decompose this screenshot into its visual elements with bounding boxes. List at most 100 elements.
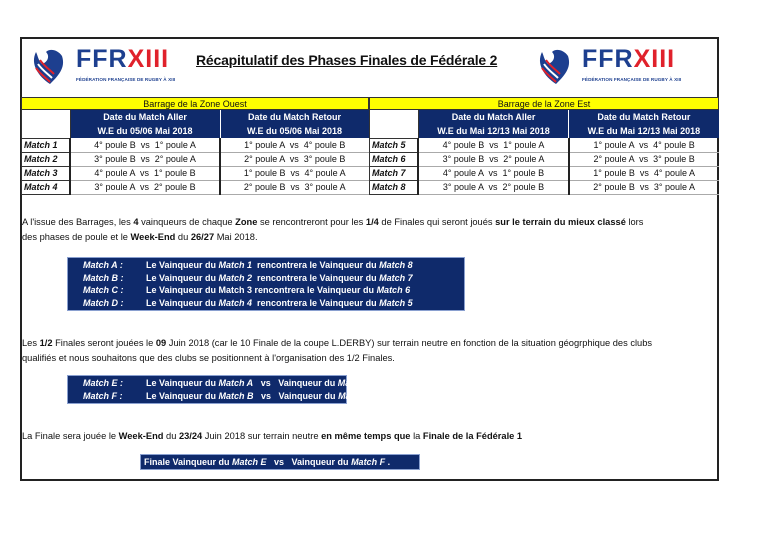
- retour-fixture: 1° poule B vs 4° poule A: [219, 166, 369, 181]
- retour-date: W.E du 05/06 Mai 2018: [219, 124, 369, 138]
- semi-finals-box: Match E : Le Vainqueur du Match A vs Vain…: [67, 375, 373, 404]
- text-segment: Match C: [338, 390, 374, 401]
- text-segment: Match E: [232, 457, 267, 467]
- text-segment: Match A: [218, 378, 254, 389]
- text-segment: 23/24: [178, 431, 203, 441]
- text-segment: Finales seront jouées le: [52, 338, 156, 348]
- pairing-key: Match E :: [83, 378, 124, 389]
- text-segment: Week-End: [118, 431, 164, 441]
- semi-finals-paragraph: Les 1/2 Finales seront jouées le 09 Juin…: [22, 336, 652, 366]
- text-segment: Match 2: [218, 272, 253, 283]
- text-segment: des phases de poule et le: [22, 232, 131, 242]
- logo-xiii: XIII: [127, 45, 170, 73]
- table-row: Match 8 3° poule A vs 2° poule B 2° poul…: [369, 179, 719, 195]
- page-frame: [20, 37, 719, 481]
- pairing-text: Le Vainqueur du Match 2 rencontrera le V…: [146, 273, 413, 283]
- text-segment: qualifiés et nous souhaitons que des clu…: [22, 353, 395, 363]
- text-segment: A l'issue des Barrages, les: [22, 217, 134, 227]
- pairing-text: Le Vainqueur du Match A vs Vainqueur du …: [146, 378, 373, 388]
- text-segment: du: [175, 232, 191, 242]
- aller-fixture: 3° poule B vs 2° poule A: [417, 152, 569, 167]
- text-segment: Match 8: [379, 260, 413, 271]
- pairing-text: Le Vainqueur du Match B vs Vainqueur du …: [146, 391, 373, 401]
- text-segment: vs Vainqueur du: [253, 378, 338, 389]
- pairing-key: Match F :: [83, 390, 123, 401]
- table-row: Match 4 3° poule A vs 2° poule B 2° poul…: [21, 179, 369, 195]
- retour-fixture: 1° poule A vs 4° poule B: [567, 138, 719, 153]
- text-segment: vs Vainqueur du: [266, 457, 352, 467]
- retour-fixture: 2° poule A vs 3° poule B: [219, 152, 369, 167]
- text-segment: Mai 2018.: [214, 232, 258, 242]
- logo-ffr: FFR: [582, 45, 634, 73]
- text-segment: vs Vainqueur du: [253, 390, 339, 401]
- text-segment: lors: [625, 217, 644, 227]
- aller-date: W.E du Mai 12/13 Mai 2018: [417, 124, 569, 138]
- text-segment: 1/4: [365, 217, 379, 227]
- zone-title: Barrage de la Zone Ouest: [21, 97, 369, 110]
- match-label: Match 8: [369, 179, 419, 195]
- text-segment: Le Vainqueur du: [146, 378, 219, 389]
- retour-fixture: 2° poule A vs 3° poule B: [567, 152, 719, 167]
- logo-subtitle: FÉDÉRATION FRANÇAISE DE RUGBY À XIII: [582, 77, 682, 82]
- retour-fixture: 1° poule A vs 4° poule B: [219, 138, 369, 153]
- retour-header: Date du Match Retour: [219, 109, 369, 124]
- match-label: Match 1: [21, 137, 71, 153]
- pairing-key: Match B :: [83, 272, 124, 283]
- final-paragraph: La Finale sera jouée le Week-End du 23/2…: [22, 429, 522, 444]
- page-title: Récapitulatif des Phases Finales de Fédé…: [196, 52, 498, 68]
- text-segment: rencontrera le Vainqueur du: [252, 260, 380, 271]
- text-segment: Match 6: [376, 285, 411, 296]
- final-box: Finale Vainqueur du Match E vs Vainqueur…: [140, 454, 420, 470]
- text-segment: La Finale sera jouée le: [22, 431, 119, 441]
- text-segment: de Finales qui seront joués: [378, 217, 496, 227]
- text-segment: 1/2: [39, 338, 53, 348]
- aller-fixture: 4° poule A vs 1° poule B: [69, 166, 220, 181]
- pairing-key: Match A :: [83, 260, 123, 271]
- text-segment: Match 7: [379, 272, 413, 283]
- table-row: Match 6 3° poule B vs 2° poule A 2° poul…: [369, 151, 719, 167]
- zone-ouest-table: Barrage de la Zone Ouest Date du Match A…: [21, 97, 369, 195]
- text-segment: en même temps que: [321, 431, 411, 441]
- text-segment: Match F: [351, 457, 386, 467]
- blank-header: [21, 109, 71, 139]
- text-segment: Week-End: [130, 232, 176, 242]
- pairing-text: Le Vainqueur du Match 1 rencontrera le V…: [146, 260, 413, 270]
- table-row: Match 5 4° poule B vs 1° poule A 1° poul…: [369, 137, 719, 153]
- text-segment: Juin 2018 sur terrain neutre: [202, 431, 322, 441]
- pairing-row: Match D : Le Vainqueur du Match 4 rencont…: [68, 297, 464, 310]
- ffr-logo-left: FFRXIII FÉDÉRATION FRANÇAISE DE RUGBY À …: [28, 40, 175, 88]
- aller-fixture: 3° poule B vs 2° poule A: [69, 152, 220, 167]
- logo-ffr: FFR: [76, 45, 128, 73]
- text-segment: sur le terrain du mieux classé: [495, 217, 626, 227]
- match-label: Match 5: [369, 137, 419, 153]
- text-segment: 4: [133, 217, 139, 227]
- ffr-logo-right: FFRXIII FÉDÉRATION FRANÇAISE DE RUGBY À …: [534, 40, 681, 88]
- aller-fixture: 4° poule B vs 1° poule A: [69, 138, 220, 153]
- table-row: Match 7 4° poule A vs 1° poule B 1° poul…: [369, 165, 719, 181]
- text-segment: 26/27: [190, 232, 215, 242]
- zone-title: Barrage de la Zone Est: [369, 97, 719, 110]
- text-segment: Le Vainqueur du: [146, 390, 219, 401]
- aller-fixture: 4° poule B vs 1° poule A: [417, 138, 569, 153]
- text-segment: se rencontreront pour les: [257, 217, 366, 227]
- pairing-text: Le Vainqueur du Match 4 rencontrera le V…: [146, 298, 413, 308]
- retour-fixture: 2° poule B vs 3° poule A: [219, 180, 369, 195]
- text-segment: vainqueurs de chaque: [138, 217, 236, 227]
- retour-header: Date du Match Retour: [568, 109, 719, 124]
- match-label: Match 3: [21, 165, 71, 181]
- text-segment: Match D: [337, 378, 373, 389]
- quarter-finals-box: Match A : Le Vainqueur du Match 1 rencont…: [67, 257, 465, 311]
- text-segment: Finale de la Fédérale 1: [422, 431, 523, 441]
- pairing-row: Match F : Le Vainqueur du Match B vs Vain…: [68, 390, 373, 403]
- retour-date: W.E du Mai 12/13 Mai 2018: [568, 124, 719, 138]
- logo-xiii: XIII: [633, 45, 676, 73]
- rooster-icon: [539, 49, 570, 84]
- text-segment: Les: [22, 338, 40, 348]
- text-segment: Le Vainqueur du: [146, 297, 219, 308]
- match-label: Match 4: [21, 179, 71, 195]
- text-segment: Le Vainqueur du Match 3 rencontrera le V…: [146, 285, 377, 296]
- pairing-text: Le Vainqueur du Match 3 rencontrera le V…: [146, 285, 410, 295]
- text-segment: Match 4: [218, 297, 253, 308]
- text-segment: rencontrera le Vainqueur du: [252, 272, 380, 283]
- text-segment: Match 1: [218, 260, 253, 271]
